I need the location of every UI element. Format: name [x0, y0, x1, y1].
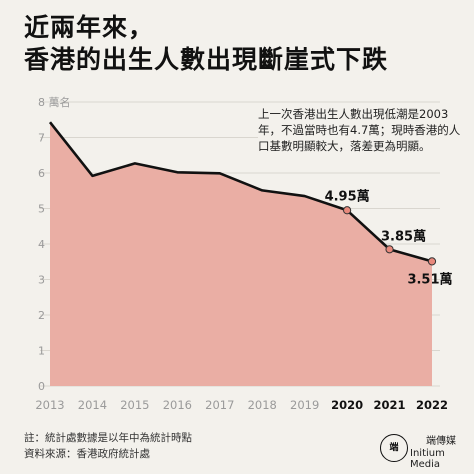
series-area	[50, 122, 432, 387]
data-point-marker	[427, 257, 437, 266]
logo-mark-icon: 端	[380, 434, 408, 462]
logo-chinese-name: 端傳媒	[426, 436, 456, 447]
x-tick-label: 2022	[416, 398, 448, 412]
logo-english-name: Initium Media	[410, 448, 445, 470]
data-label: 3.51萬	[407, 271, 452, 287]
y-tick-label: 5	[38, 203, 45, 216]
data-point-marker	[343, 206, 352, 215]
y-tick-label: 7	[38, 132, 45, 145]
x-tick-label: 2021	[374, 398, 406, 412]
footer: 註：統計處數據是以年中為統計時點 資料來源：香港政府統計處	[24, 430, 192, 462]
y-tick-label: 6	[38, 167, 45, 180]
x-tick-label: 2016	[163, 398, 192, 412]
y-tick-label: 3	[38, 274, 45, 287]
data-point-marker	[385, 245, 394, 254]
y-tick-label: 1	[38, 345, 45, 358]
data-label: 3.85萬	[381, 228, 426, 244]
y-tick-label: 2	[38, 309, 45, 322]
x-tick-label: 2013	[35, 398, 64, 412]
x-tick-label: 2014	[78, 398, 107, 412]
data-label: 4.95萬	[325, 188, 370, 204]
series-line	[48, 121, 433, 263]
page-title: 近兩年來， 香港的出生人數出現斷崖式下跌	[24, 12, 388, 76]
x-tick-label: 2015	[120, 398, 149, 412]
y-tick-label: 0	[38, 380, 45, 393]
footer-source: 資料來源：香港政府統計處	[24, 448, 150, 460]
chart-annotation: 上一次香港出生人數出現低潮是2003年，不過當時也有4.7萬；現時香港的人口基數…	[258, 106, 470, 154]
initium-logo: 端 端傳媒 Initium Media	[380, 430, 472, 470]
title-line-1: 近兩年來，	[24, 13, 155, 42]
footer-note: 註：統計處數據是以年中為統計時點	[24, 432, 192, 444]
x-tick-label: 2020	[331, 398, 363, 412]
x-tick-label: 2018	[248, 398, 277, 412]
x-tick-label: 2017	[205, 398, 234, 412]
x-tick-label: 2019	[290, 398, 319, 412]
y-tick-label: 4	[38, 238, 45, 251]
y-tick-label: 8 萬名	[38, 95, 71, 109]
title-line-2: 香港的出生人數出現斷崖式下跌	[24, 45, 389, 74]
